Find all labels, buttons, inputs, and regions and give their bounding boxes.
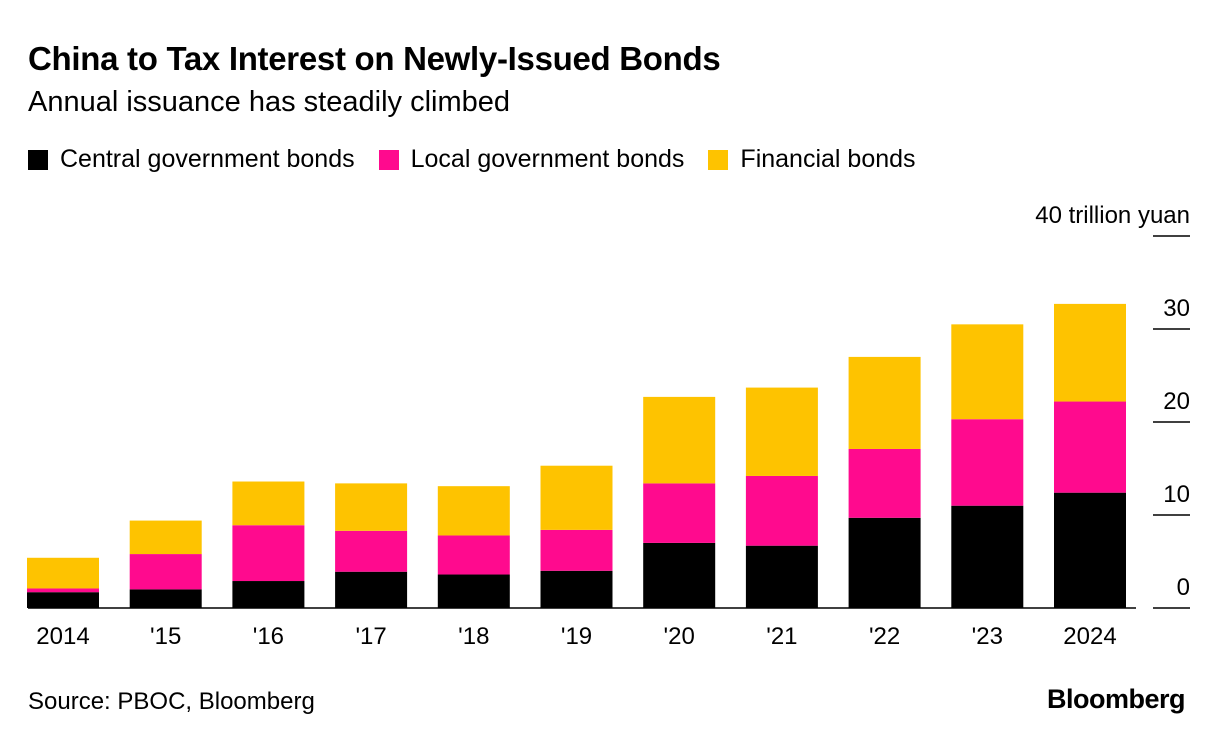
bar-segment-local [951, 419, 1024, 506]
bar-segment-central [129, 589, 202, 608]
bar-segment-financial [232, 481, 305, 526]
chart-subtitle: Annual issuance has steadily climbed [28, 86, 510, 118]
y-tick-label: 30 [1163, 295, 1190, 322]
bar-segment-financial [437, 486, 510, 536]
bar-segment-local [129, 554, 202, 590]
bar-segment-local [232, 525, 305, 582]
source-note: Source: PBOC, Bloomberg [28, 688, 315, 715]
legend-swatch-local [378, 149, 399, 170]
bar-segment-local [335, 530, 408, 572]
legend-swatch-financial [708, 149, 729, 170]
bar-segment-local [745, 475, 818, 546]
legend-label-local: Local government bonds [410, 145, 685, 173]
bar-segment-central [745, 545, 818, 608]
bar-segment-local [1054, 401, 1126, 493]
bar-segment-financial [951, 324, 1024, 420]
bar-segment-local [643, 483, 716, 543]
bar-segment-local [848, 448, 921, 518]
bar-segment-financial [745, 387, 818, 476]
legend-item-local: Local government bonds [378, 145, 685, 174]
y-tick-label: 10 [1163, 481, 1190, 508]
bar-segment-local [27, 588, 99, 593]
legend-label-central: Central government bonds [60, 145, 355, 173]
bar-segment-financial [335, 483, 408, 531]
bar-segment-financial [129, 520, 202, 555]
x-tick-label: '21 [766, 623, 797, 650]
x-tick-label: '19 [561, 623, 592, 650]
y-tick-label: 0 [1177, 574, 1190, 601]
legend-label-financial: Financial bonds [740, 145, 916, 173]
bar-segment-central [540, 570, 613, 608]
x-tick-label: '18 [458, 623, 489, 650]
bar-segment-financial [1054, 303, 1126, 402]
x-tick-label: '15 [150, 623, 181, 650]
bar-segment-central [27, 592, 99, 608]
bar-segment-financial [848, 356, 921, 449]
x-tick-label: '22 [869, 623, 900, 650]
x-tick-label: '16 [253, 623, 284, 650]
x-tick-label: '23 [972, 623, 1003, 650]
y-tick-label: 40 trillion yuan [1035, 202, 1190, 229]
bar-segment-financial [540, 465, 613, 530]
y-tick-label: 20 [1163, 388, 1190, 415]
bar-segment-central [232, 581, 305, 608]
x-tick-label: 2024 [1063, 623, 1116, 650]
legend: Central government bonds Local governmen… [28, 145, 940, 174]
legend-item-financial: Financial bonds [708, 145, 916, 174]
bar-segment-central [951, 505, 1024, 608]
x-tick-label: 2014 [36, 623, 89, 650]
legend-item-central: Central government bonds [28, 145, 355, 174]
bar-segment-financial [27, 557, 99, 589]
x-tick-label: '20 [664, 623, 695, 650]
bar-segment-central [335, 571, 408, 608]
bloomberg-logo: Bloomberg [1046, 684, 1186, 714]
bar-segment-local [437, 535, 510, 575]
bar-segment-central [643, 542, 716, 608]
bar-segment-central [848, 517, 921, 608]
chart-title: China to Tax Interest on Newly-Issued Bo… [28, 40, 721, 77]
bar-segment-central [437, 574, 510, 608]
bar-segment-central [1054, 492, 1126, 608]
x-tick-label: '17 [355, 623, 386, 650]
bar-segment-local [540, 529, 613, 571]
legend-swatch-central [28, 149, 48, 170]
bar-segment-financial [643, 396, 716, 484]
